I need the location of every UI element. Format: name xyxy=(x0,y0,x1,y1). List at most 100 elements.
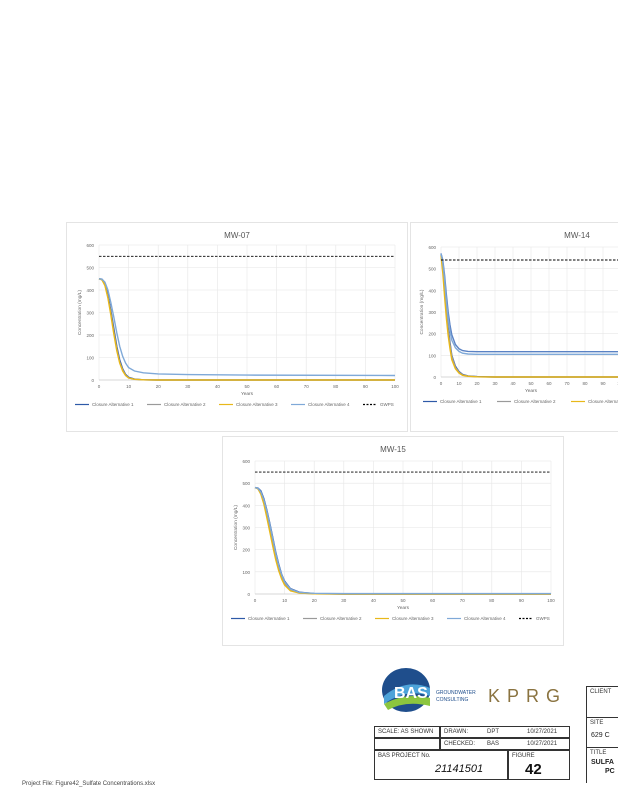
drawn-label: DRAWN: xyxy=(444,729,469,735)
figure-number: 42 xyxy=(525,761,542,778)
figure-cell: FIGURE 42 xyxy=(508,750,570,780)
legend-label: Closure Alternative 4 xyxy=(308,402,350,407)
x-tick-label: 20 xyxy=(312,598,318,603)
y-tick-label: 500 xyxy=(86,266,94,271)
bas-logo-sub2: CONSULTING xyxy=(436,697,469,703)
x-tick-label: 80 xyxy=(333,384,339,389)
x-tick-label: 70 xyxy=(304,384,310,389)
x-tick-label: 60 xyxy=(546,381,552,386)
x-tick-label: 40 xyxy=(371,598,377,603)
y-tick-label: 300 xyxy=(428,310,436,315)
y-tick-label: 100 xyxy=(86,356,94,361)
chart-mw14: MW-14 0 100 200 300 400 500 600 0 10 20 30 40 50 60 70 8… xyxy=(419,231,618,404)
x-tick-label: 70 xyxy=(460,598,466,603)
x-tick-label: 40 xyxy=(510,381,516,386)
drawn-cell: DRAWN: DPT 10/27/2021 xyxy=(440,726,570,738)
project-label: BAS PROJECT No. xyxy=(378,753,431,759)
series-line xyxy=(440,253,618,378)
title-value-2: PC xyxy=(605,768,615,775)
y-axis-label: Concentration (mg/L) xyxy=(77,290,83,335)
y-tick-label: 600 xyxy=(86,243,94,248)
blank-cell xyxy=(374,738,440,750)
legend-label: Closure Alternative 2 xyxy=(320,616,362,621)
legend-label: Closure Alternative 3 xyxy=(236,402,278,407)
legend-label: Closure Alternative 2 xyxy=(164,402,206,407)
y-tick-label: 600 xyxy=(428,245,436,250)
series-line xyxy=(254,486,551,595)
y-tick-label: 600 xyxy=(242,459,250,464)
series-line xyxy=(440,255,618,378)
legend-label: Closure Alternative 2 xyxy=(514,399,556,404)
figure-label: FIGURE xyxy=(512,753,535,759)
chart-title: MW-15 xyxy=(380,445,406,454)
x-axis-label: Years xyxy=(397,605,410,611)
checked-label: CHECKED: xyxy=(444,741,476,747)
bas-logo-sub1: GROUNDWATER xyxy=(436,690,476,696)
chart-panel-mw07: MW-07 0 100 200 300 400 500 600 0 10 20 30 40 50 60 70 8… xyxy=(66,222,408,432)
y-tick-label: 400 xyxy=(428,288,436,293)
drawn-by: DPT xyxy=(487,729,499,735)
client-label: CLIENT xyxy=(590,689,612,695)
x-tick-label: 10 xyxy=(282,598,288,603)
y-tick-label: 200 xyxy=(428,332,436,337)
legend-label: Closure Alternative 1 xyxy=(92,402,134,407)
x-tick-label: 20 xyxy=(156,384,162,389)
site-value: 629 C xyxy=(591,732,610,739)
x-tick-label: 10 xyxy=(126,384,132,389)
checked-by: BAS xyxy=(487,741,500,747)
series-line xyxy=(98,278,395,381)
x-tick-label: 30 xyxy=(492,381,498,386)
chart-panel-mw14: MW-14 0 100 200 300 400 500 600 0 10 20 30 40 50 60 70 8… xyxy=(410,222,618,432)
series-line xyxy=(440,253,618,356)
x-tick-label: 50 xyxy=(400,598,406,603)
y-tick-label: 0 xyxy=(433,375,436,380)
x-tick-label: 20 xyxy=(474,381,480,386)
site-label: SITE xyxy=(590,720,604,726)
title-label: TITLE xyxy=(590,750,607,756)
bas-logo: BAS GROUNDWATER CONSULTING KPRG xyxy=(382,668,567,712)
x-tick-label: 50 xyxy=(528,381,534,386)
x-tick-label: 80 xyxy=(582,381,588,386)
series-line xyxy=(440,254,618,378)
legend-label: Closure Alternative 1 xyxy=(440,399,482,404)
legend-label: Closure Alternative 4 xyxy=(464,616,506,621)
y-tick-label: 100 xyxy=(242,570,250,575)
legend-label: Closure Alternative 3 xyxy=(392,616,434,621)
x-tick-label: 50 xyxy=(244,384,250,389)
x-tick-label: 70 xyxy=(564,381,570,386)
scale-label: SCALE: AS SHOWN xyxy=(378,729,434,735)
chart-mw07: MW-07 0 100 200 300 400 500 600 0 10 20 30 40 50 60 70 8… xyxy=(75,231,399,407)
x-axis-label: Years xyxy=(525,388,538,394)
series-line xyxy=(440,253,618,353)
y-tick-label: 400 xyxy=(242,503,250,508)
y-tick-label: 200 xyxy=(86,333,94,338)
y-tick-label: 0 xyxy=(91,378,94,383)
x-tick-label: 60 xyxy=(430,598,436,603)
x-tick-label: 90 xyxy=(363,384,369,389)
project-cell: BAS PROJECT No. 21141501 xyxy=(374,750,508,780)
x-tick-label: 90 xyxy=(519,598,525,603)
legend-label: GWPS xyxy=(380,402,394,407)
checked-cell: CHECKED: BAS 10/27/2021 xyxy=(440,738,570,750)
x-tick-label: 30 xyxy=(185,384,191,389)
drawn-date: 10/27/2021 xyxy=(527,729,558,735)
y-tick-label: 100 xyxy=(428,353,436,358)
scale-cell: SCALE: AS SHOWN xyxy=(374,726,440,738)
x-axis-label: Years xyxy=(241,391,254,397)
x-tick-label: 0 xyxy=(254,598,257,603)
y-tick-label: 0 xyxy=(247,592,250,597)
chart-mw15: MW-15 0 100 200 300 400 500 600 0 10 20 30 40 50 60 70 8… xyxy=(231,445,555,621)
legend-label: Closure Alternative 1 xyxy=(248,616,290,621)
x-tick-label: 100 xyxy=(547,598,555,603)
y-tick-label: 200 xyxy=(242,548,250,553)
kprg-logo: KPRG xyxy=(488,686,567,706)
logo-area: BAS GROUNDWATER CONSULTING KPRG xyxy=(380,666,590,726)
x-tick-label: 100 xyxy=(391,384,399,389)
right-title-block: CLIENT SITE 629 C TITLE SULFA PC xyxy=(586,686,618,783)
series-line xyxy=(98,278,396,377)
project-number: 21141501 xyxy=(435,763,484,775)
y-axis-label: Concentration (mg/L) xyxy=(233,505,239,550)
y-tick-label: 300 xyxy=(242,526,250,531)
x-tick-label: 80 xyxy=(489,598,495,603)
legend-label: GWPS xyxy=(536,616,550,621)
